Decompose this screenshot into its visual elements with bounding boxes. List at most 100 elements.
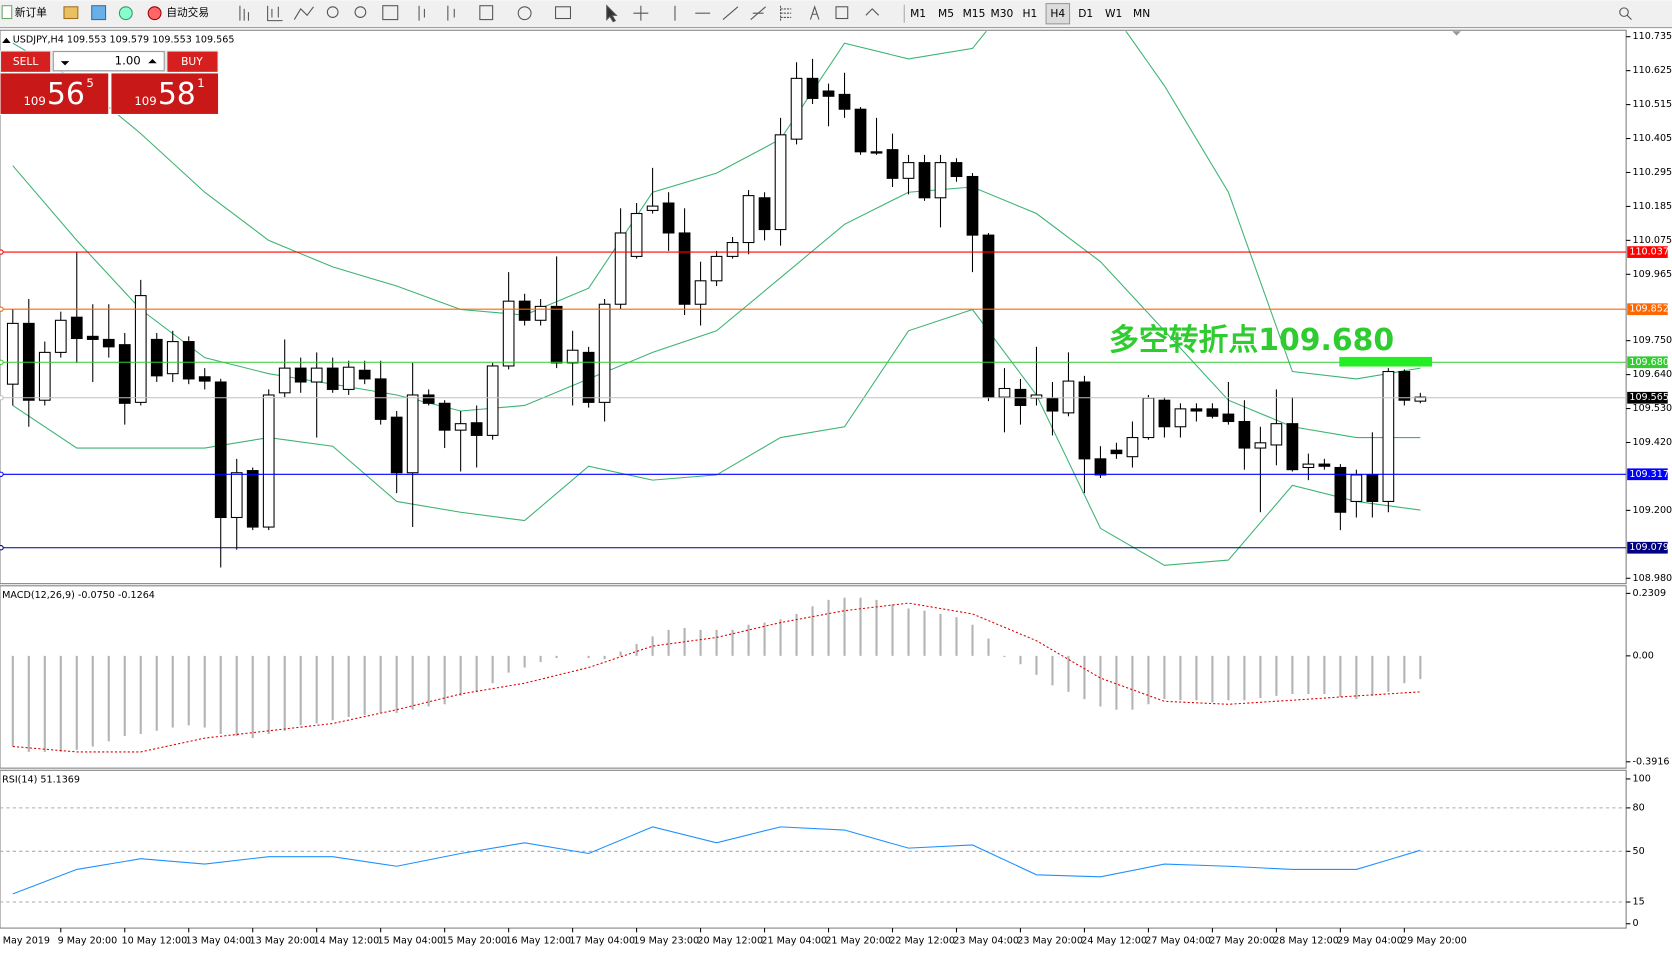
sell-price-box[interactable] <box>0 72 110 116</box>
x-tick-label: 20 May 12:00 <box>697 935 763 946</box>
candle-body <box>438 402 451 431</box>
candle-body <box>694 280 707 305</box>
candle-body <box>726 241 739 257</box>
buy-price-box[interactable] <box>110 72 220 116</box>
icon[interactable] <box>633 5 649 21</box>
price-label-bg <box>1627 246 1668 258</box>
icon[interactable] <box>555 6 572 20</box>
icon[interactable] <box>1626 14 1632 20</box>
candle-body <box>1158 399 1171 428</box>
icon[interactable] <box>780 5 792 21</box>
candle-body <box>934 162 947 199</box>
x-tick-label: 24 May 12:00 <box>1081 935 1147 946</box>
candle-body <box>950 162 963 178</box>
candle-body <box>134 295 147 403</box>
timeframe-button[interactable]: H4 <box>1050 7 1065 20</box>
timeframe-button[interactable]: M30 <box>991 7 1014 20</box>
candle-body <box>614 232 627 305</box>
x-tick-label: 13 May 20:00 <box>250 935 316 946</box>
y-tick-label: 110.185 <box>1633 201 1672 212</box>
icon[interactable] <box>91 5 107 21</box>
lot-value[interactable]: 1.00 <box>115 54 141 68</box>
candle-body <box>758 197 771 231</box>
price-label: 109.680 <box>1629 357 1669 368</box>
candle-body <box>1382 370 1395 502</box>
candle-body <box>822 90 835 97</box>
line-anchor <box>0 471 4 477</box>
candle-body <box>742 195 755 244</box>
timeframe-button[interactable]: M5 <box>938 7 954 20</box>
icon[interactable] <box>517 6 532 21</box>
buy-button[interactable] <box>167 51 218 72</box>
candle-body <box>598 303 611 403</box>
lot-input[interactable] <box>52 51 165 72</box>
lot-down[interactable] <box>60 61 70 66</box>
candle-body <box>422 394 435 404</box>
rsi-line <box>12 826 1421 895</box>
candle-body <box>1238 420 1251 449</box>
icon[interactable] <box>63 6 79 20</box>
candle-body <box>1110 449 1123 455</box>
new-order-button[interactable]: 新订单 <box>1 5 47 19</box>
timeframe-button[interactable]: M15 <box>963 7 986 20</box>
buy-label[interactable]: BUY <box>181 55 203 68</box>
icon[interactable] <box>118 6 133 21</box>
icon[interactable] <box>382 5 399 21</box>
sell-button[interactable] <box>1 51 51 72</box>
y-tick-label: -0.3916 <box>1633 756 1670 767</box>
candle-body <box>502 300 515 367</box>
shift-marker <box>1452 31 1461 36</box>
sell-label[interactable]: SELL <box>13 55 38 68</box>
candle-body <box>486 365 499 436</box>
y-tick-label: 109.640 <box>1633 369 1672 380</box>
price-label-bg <box>1627 541 1668 554</box>
price-label-bg <box>1627 468 1668 481</box>
icon[interactable] <box>1619 7 1629 17</box>
icon[interactable] <box>606 4 618 23</box>
timeframe-button[interactable]: M1 <box>910 7 926 20</box>
candle-body <box>806 77 819 99</box>
y-tick-label: 109.530 <box>1633 403 1672 414</box>
icon[interactable] <box>293 6 314 20</box>
y-tick-label: 50 <box>1633 846 1645 857</box>
x-tick-label: 22 May 12:00 <box>889 935 955 946</box>
candle-body <box>406 394 419 474</box>
one-click-panel: SELL 1.00 BUY 109 56 5 109 58 1 <box>0 50 220 116</box>
candle-body <box>1270 423 1283 446</box>
icon[interactable] <box>326 6 339 18</box>
x-tick-label: 17 May 04:00 <box>569 935 635 946</box>
macd-title: MACD(12,26,9) -0.0750 -0.1264 <box>2 590 155 601</box>
icon[interactable] <box>239 5 249 21</box>
icon[interactable] <box>865 8 880 16</box>
icon[interactable] <box>418 5 425 21</box>
candle-body <box>966 175 979 236</box>
y-tick-label: 0.2309 <box>1633 588 1667 599</box>
candle-body <box>470 422 483 436</box>
x-tick-label: 19 May 23:00 <box>633 935 699 946</box>
candle-body <box>278 367 291 394</box>
y-tick-label: 110.515 <box>1633 99 1672 110</box>
candle-body <box>342 366 355 390</box>
candle-body <box>118 344 131 404</box>
icon[interactable] <box>722 6 739 20</box>
timeframe-button[interactable]: W1 <box>1105 7 1122 20</box>
candle-body <box>86 335 99 340</box>
icon[interactable] <box>750 6 766 20</box>
line-anchor <box>0 249 4 255</box>
icon[interactable] <box>354 6 367 18</box>
candle-body <box>838 93 851 110</box>
icon[interactable] <box>447 5 455 21</box>
icon[interactable] <box>809 5 820 20</box>
icon[interactable] <box>835 6 849 20</box>
timeframe-active <box>1045 3 1071 25</box>
icon[interactable] <box>267 5 283 22</box>
lot-up[interactable] <box>148 59 157 64</box>
auto-trading-button[interactable]: 自动交易 <box>147 6 209 21</box>
icon[interactable] <box>479 5 494 21</box>
timeframe-button[interactable]: H1 <box>1022 7 1037 20</box>
collapse-icon[interactable] <box>2 37 11 44</box>
line-anchor <box>0 395 4 401</box>
timeframe-button[interactable]: MN <box>1133 7 1150 20</box>
timeframe-button[interactable]: D1 <box>1078 7 1093 20</box>
